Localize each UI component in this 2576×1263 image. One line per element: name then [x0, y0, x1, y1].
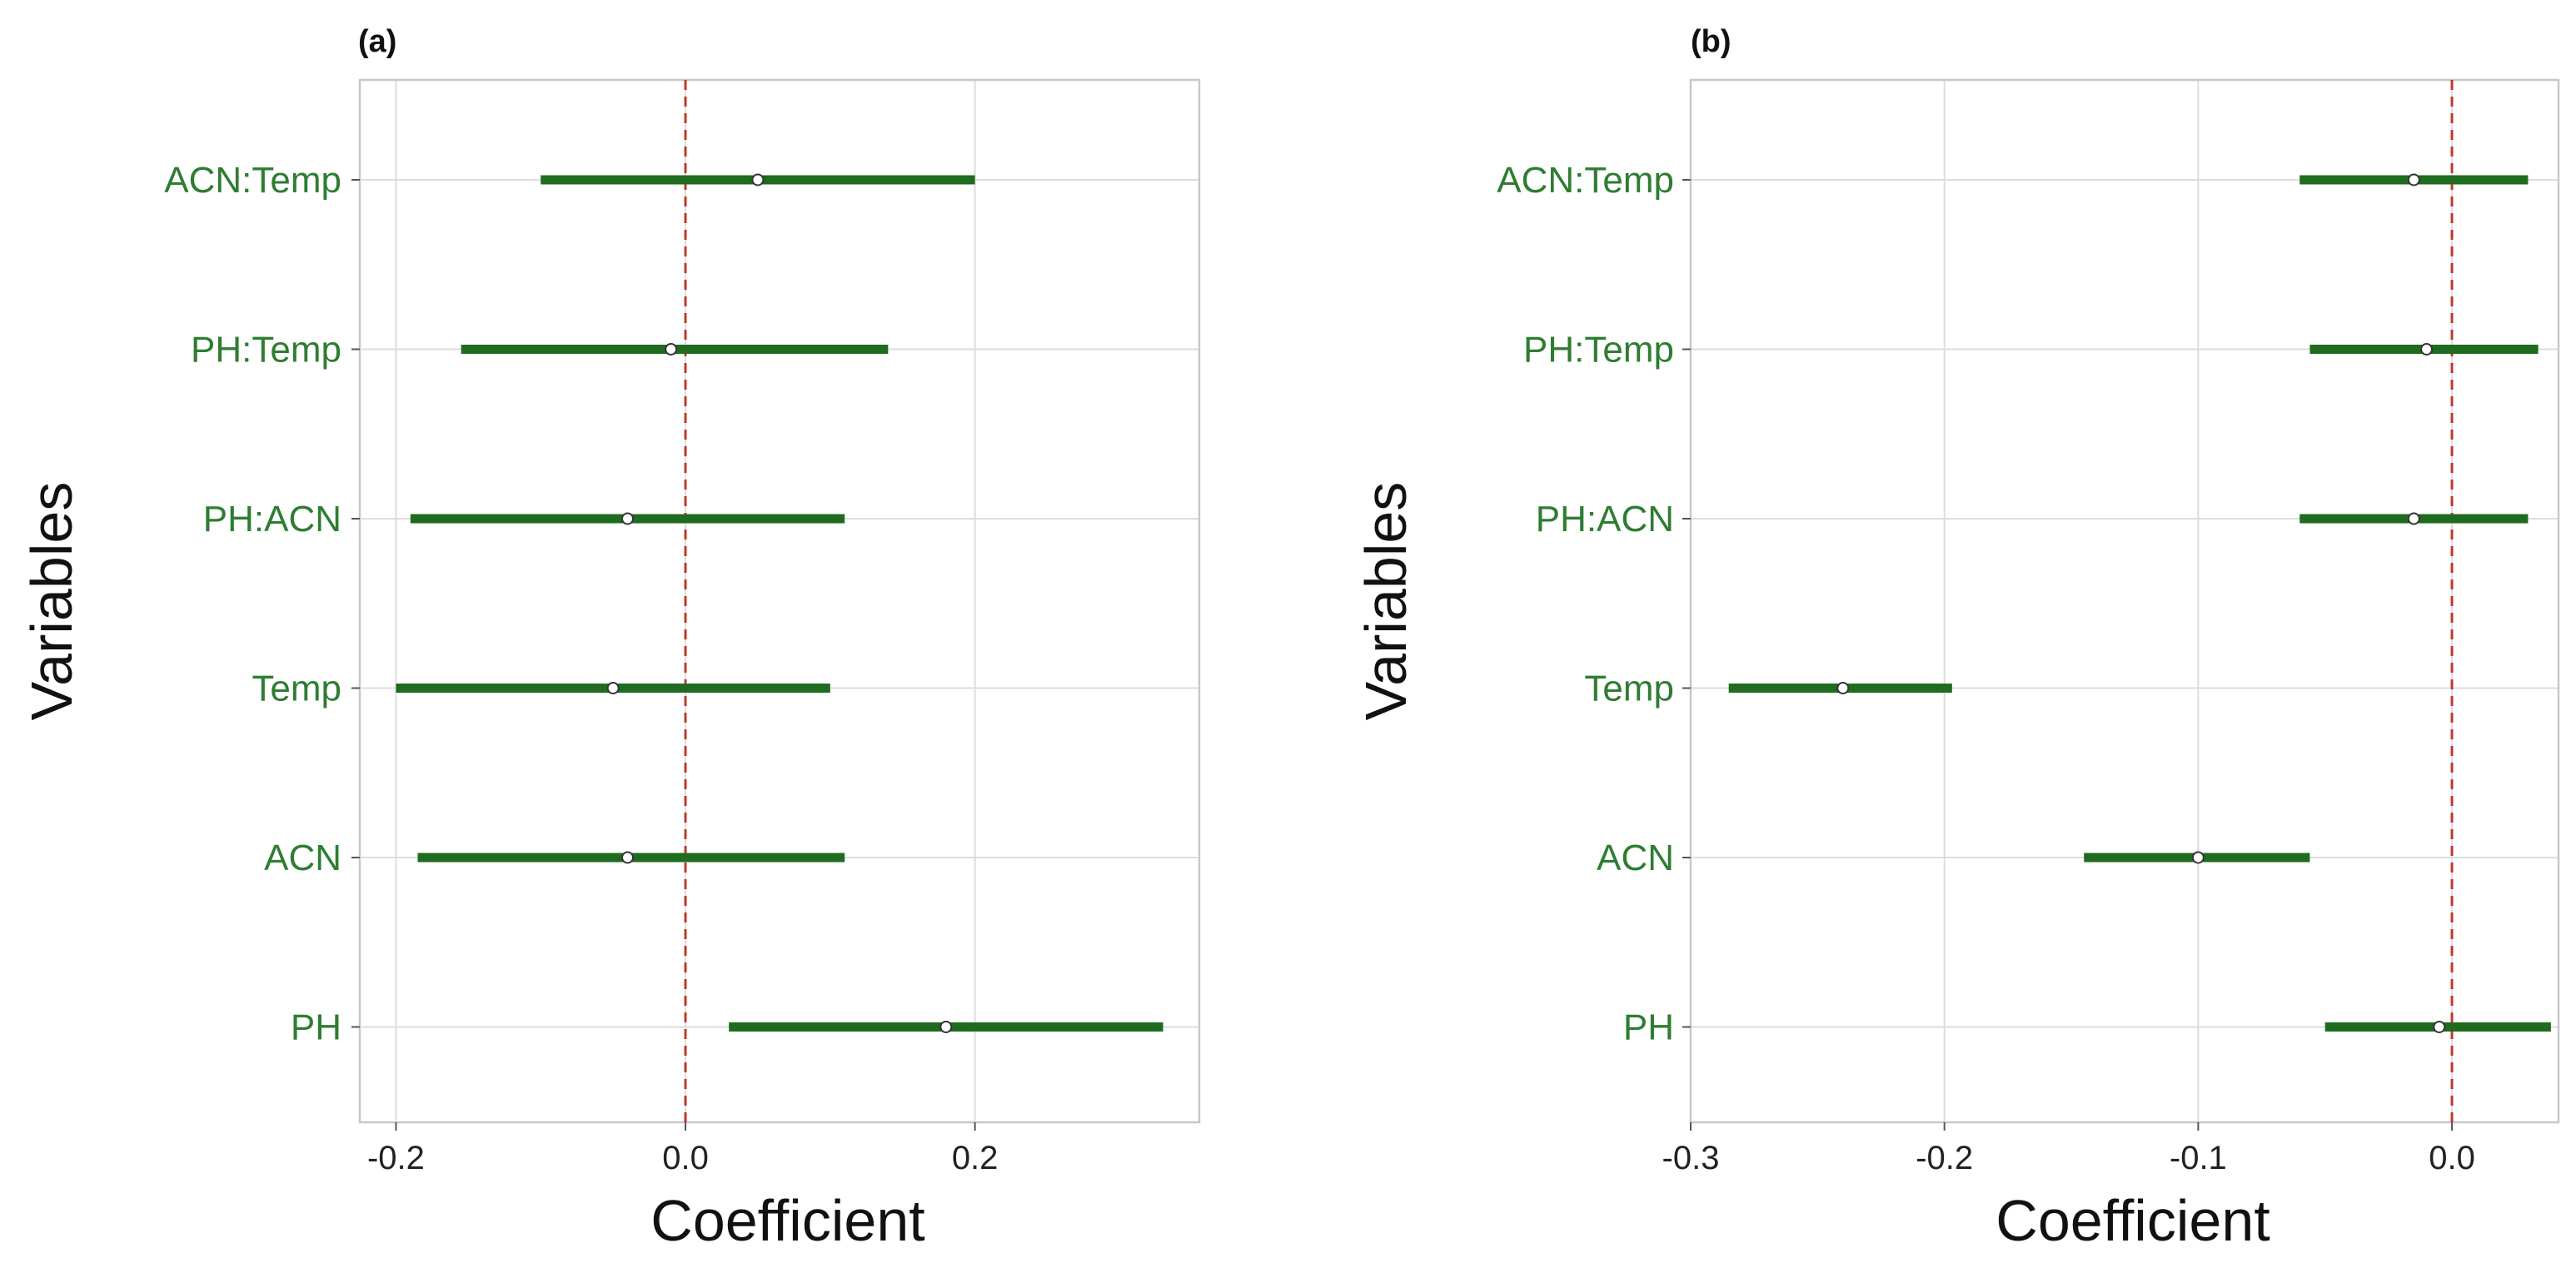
y-tick-label: PH — [1623, 1007, 1674, 1048]
y-tick-label: ACN:Temp — [164, 160, 341, 201]
point-estimate — [665, 343, 678, 356]
y-tick-label: ACN:Temp — [1497, 160, 1674, 201]
x-tick-label: 0.0 — [662, 1140, 709, 1176]
x-axis-title: Coefficient — [1996, 1188, 2270, 1253]
point-estimate — [939, 1021, 953, 1033]
panel-tag: (b) — [1691, 24, 1731, 59]
x-tick-label: 0.0 — [2429, 1140, 2475, 1176]
x-tick-label: -0.3 — [1662, 1140, 1720, 1176]
y-tick-label: PH:ACN — [203, 499, 341, 540]
y-tick-label: PH:Temp — [191, 330, 341, 370]
point-estimate — [2191, 851, 2205, 864]
point-estimate — [606, 682, 620, 694]
point-estimate — [2407, 173, 2420, 186]
x-tick-label: -0.2 — [367, 1140, 425, 1176]
y-tick-label: ACN — [1597, 838, 1674, 878]
y-tick-label: Temp — [1584, 669, 1674, 709]
y-tick-label: PH:ACN — [1536, 499, 1674, 540]
panel-b: (b) ACN:Temp PH:Temp PH:ACN Temp ACN PH -0.3 -0.… — [1353, 24, 2560, 1253]
y-tick-label: PH:Temp — [1523, 330, 1674, 370]
point-estimate — [1836, 682, 1850, 694]
point-estimate — [621, 851, 635, 864]
y-axis-title: Variables — [1353, 482, 1418, 721]
y-tick-label: ACN — [264, 838, 341, 878]
y-tick-label: Temp — [252, 669, 341, 709]
x-tick-label: -0.2 — [1916, 1140, 1973, 1176]
point-estimate — [2420, 343, 2434, 356]
point-estimate — [2433, 1021, 2446, 1033]
y-axis-title: Variables — [19, 482, 84, 721]
point-estimate — [621, 512, 635, 525]
point-estimate — [2407, 512, 2420, 525]
panel-tag: (a) — [358, 24, 396, 59]
panel-a: (a) ACN:Temp PH:Temp PH:ACN Temp ACN PH -0.2 0.0… — [19, 24, 1201, 1253]
x-axis-title: Coefficient — [650, 1188, 924, 1253]
x-tick-label: 0.2 — [952, 1140, 999, 1176]
point-estimate — [751, 173, 765, 186]
x-tick-label: -0.1 — [2170, 1140, 2227, 1176]
plot-frame — [358, 78, 1201, 1124]
y-tick-label: PH — [291, 1007, 341, 1048]
plot-frame — [1689, 78, 2560, 1124]
